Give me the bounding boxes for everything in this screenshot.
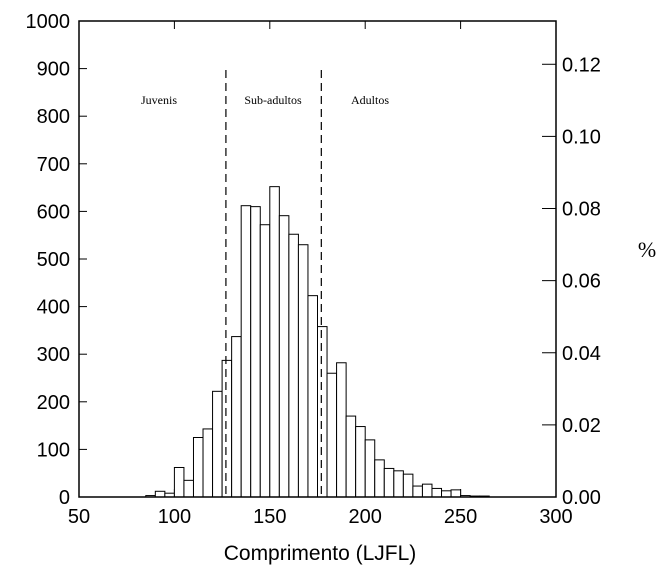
x-tick-label: 50 bbox=[68, 506, 90, 528]
y-tick-label: 700 bbox=[37, 154, 70, 176]
bar bbox=[231, 336, 242, 498]
bar bbox=[421, 483, 433, 498]
bar bbox=[192, 437, 204, 498]
y-tick-label: 900 bbox=[37, 59, 70, 81]
bar bbox=[326, 372, 338, 498]
x-tick-label: 200 bbox=[349, 506, 382, 528]
bar bbox=[250, 206, 261, 498]
region-label-sub-adultos: Sub-adultos bbox=[244, 93, 302, 107]
bar bbox=[288, 233, 299, 498]
region-label-juvenis: Juvenis bbox=[141, 93, 177, 107]
bar bbox=[240, 205, 252, 498]
x-tick-label: 150 bbox=[253, 506, 286, 528]
y2-tick-label: 0.12 bbox=[562, 54, 601, 76]
y2-tick-label: 0.04 bbox=[562, 343, 601, 365]
bar bbox=[183, 479, 194, 498]
bar bbox=[336, 362, 347, 498]
bar bbox=[355, 426, 366, 498]
y2-tick-label: 0.06 bbox=[562, 271, 601, 293]
bar bbox=[412, 485, 423, 498]
x-tick-label: 250 bbox=[444, 506, 477, 528]
bar bbox=[431, 487, 443, 498]
x-axis-ticks: 50 100 150 200 250 300 bbox=[68, 21, 573, 528]
bar bbox=[393, 470, 404, 498]
bar bbox=[221, 359, 233, 498]
y-tick-label: 100 bbox=[37, 439, 70, 461]
bar bbox=[317, 326, 328, 498]
bar bbox=[154, 490, 166, 498]
y-tick-label: 1000 bbox=[26, 11, 71, 33]
y-tick-label: 300 bbox=[37, 344, 70, 366]
y2-tick-label: 0.10 bbox=[562, 126, 601, 148]
bar bbox=[441, 490, 452, 498]
bar bbox=[364, 439, 376, 498]
bar bbox=[297, 244, 309, 498]
bar bbox=[259, 224, 271, 498]
bar bbox=[212, 390, 223, 498]
bar bbox=[383, 467, 395, 498]
bar bbox=[374, 459, 385, 498]
histogram-bars bbox=[145, 186, 490, 498]
region-dividers bbox=[225, 70, 322, 497]
plot-frame bbox=[78, 20, 557, 498]
bar bbox=[450, 489, 462, 498]
y2-axis-title: % bbox=[638, 237, 656, 262]
y-tick-label: 400 bbox=[37, 297, 70, 319]
bar bbox=[278, 215, 290, 498]
y2-tick-label: 0.02 bbox=[562, 415, 601, 437]
bar bbox=[173, 466, 185, 498]
bar bbox=[345, 415, 357, 498]
y-tick-label: 0 bbox=[59, 487, 70, 509]
region-label-adultos: Adultos bbox=[351, 93, 389, 107]
y2-axis-ticks: 0.00 0.02 0.04 0.06 0.08 0.10 0.12 bbox=[542, 54, 601, 509]
y2-tick-label: 0.00 bbox=[562, 487, 601, 509]
x-tick-label: 300 bbox=[539, 506, 572, 528]
bar bbox=[269, 186, 280, 498]
y-tick-label: 200 bbox=[37, 392, 70, 414]
y2-tick-label: 0.08 bbox=[562, 199, 601, 221]
y-tick-label: 600 bbox=[37, 201, 70, 223]
y-tick-label: 800 bbox=[37, 106, 70, 128]
bar bbox=[307, 295, 318, 498]
bar bbox=[402, 473, 414, 498]
y-axis-ticks: 0 100 200 300 400 500 600 700 800 900 1000 bbox=[26, 11, 87, 509]
bar bbox=[202, 428, 214, 498]
x-axis-title: Comprimento (LJFL) bbox=[224, 542, 417, 565]
x-tick-label: 100 bbox=[158, 506, 191, 528]
y-tick-label: 500 bbox=[37, 249, 70, 271]
